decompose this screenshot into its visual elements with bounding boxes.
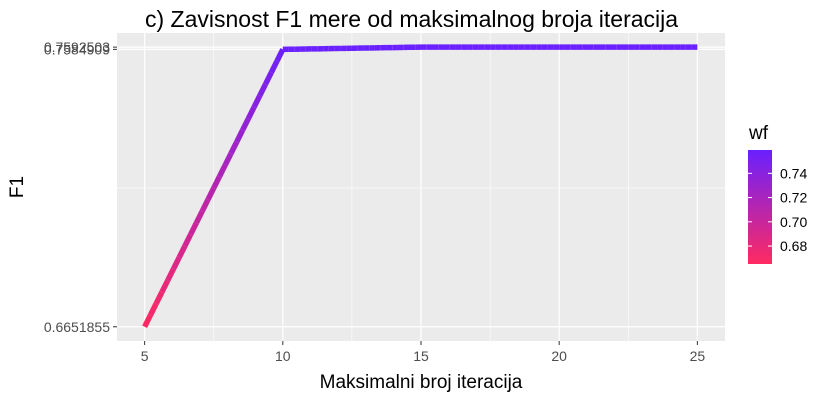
line-segment-1 bbox=[176, 244, 188, 259]
line-segment-1 bbox=[147, 302, 159, 317]
x-tick-label: 10 bbox=[275, 348, 291, 364]
line-segment-1 bbox=[217, 163, 228, 178]
line-segment-1 bbox=[142, 313, 153, 328]
legend-tick-label: 0.70 bbox=[780, 214, 807, 230]
line-segment-1 bbox=[257, 82, 269, 97]
line-segment-1 bbox=[193, 209, 205, 224]
y-tick-label: 0.7592503 bbox=[44, 39, 110, 55]
line-segment-1 bbox=[245, 105, 257, 120]
line-segment-1 bbox=[263, 71, 274, 86]
legend-ticks: 0.68 0.70 0.72 0.74 bbox=[748, 165, 807, 254]
y-tick-label: 0.6651855 bbox=[44, 319, 110, 335]
line-segment-1 bbox=[228, 140, 240, 155]
y-axis-title: F1 bbox=[7, 176, 28, 198]
line-segment-1 bbox=[268, 59, 280, 74]
line-segment-1 bbox=[205, 186, 217, 201]
series-line bbox=[142, 44, 698, 328]
line-segment-1 bbox=[274, 48, 286, 63]
x-tick-label: 5 bbox=[141, 348, 149, 364]
x-tick-label: 20 bbox=[551, 348, 567, 364]
line-segment-1 bbox=[211, 175, 222, 190]
line-segment-1 bbox=[188, 221, 199, 236]
legend-tick-label: 0.68 bbox=[780, 238, 807, 254]
line-segment-1 bbox=[182, 233, 194, 248]
line-segment-1 bbox=[222, 152, 234, 167]
x-axis: 5 10 15 20 25 bbox=[141, 341, 706, 364]
line-segment-1 bbox=[170, 256, 182, 271]
legend-tick-label: 0.74 bbox=[780, 165, 807, 181]
line-segment-1 bbox=[251, 94, 263, 109]
legend-colorbar bbox=[748, 150, 772, 264]
legend-tick-label: 0.72 bbox=[780, 190, 807, 206]
minor-gridlines bbox=[117, 33, 725, 341]
line-segment-1 bbox=[240, 117, 251, 132]
line-segment-1 bbox=[153, 290, 165, 305]
line-segment-1 bbox=[234, 129, 245, 144]
legend-title: wf bbox=[748, 123, 769, 144]
chart-title: c) Zavisnost F1 mere od maksimalnog broj… bbox=[145, 6, 678, 32]
line-segment-1 bbox=[199, 198, 211, 213]
line-segment-1 bbox=[159, 279, 171, 294]
x-axis-title: Maksimalni broj iteracija bbox=[320, 372, 523, 393]
x-tick-label: 25 bbox=[690, 348, 706, 364]
y-tick-label: 0.7584909 bbox=[44, 41, 110, 57]
line-segment-1 bbox=[165, 267, 176, 282]
color-legend: wf 0.68 0.70 0.72 0.74 bbox=[748, 123, 807, 264]
x-tick-label: 15 bbox=[413, 348, 429, 364]
